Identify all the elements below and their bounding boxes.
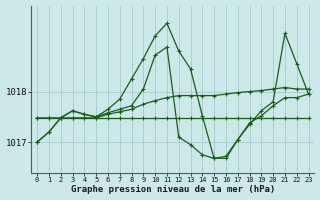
X-axis label: Graphe pression niveau de la mer (hPa): Graphe pression niveau de la mer (hPa) (71, 185, 275, 194)
